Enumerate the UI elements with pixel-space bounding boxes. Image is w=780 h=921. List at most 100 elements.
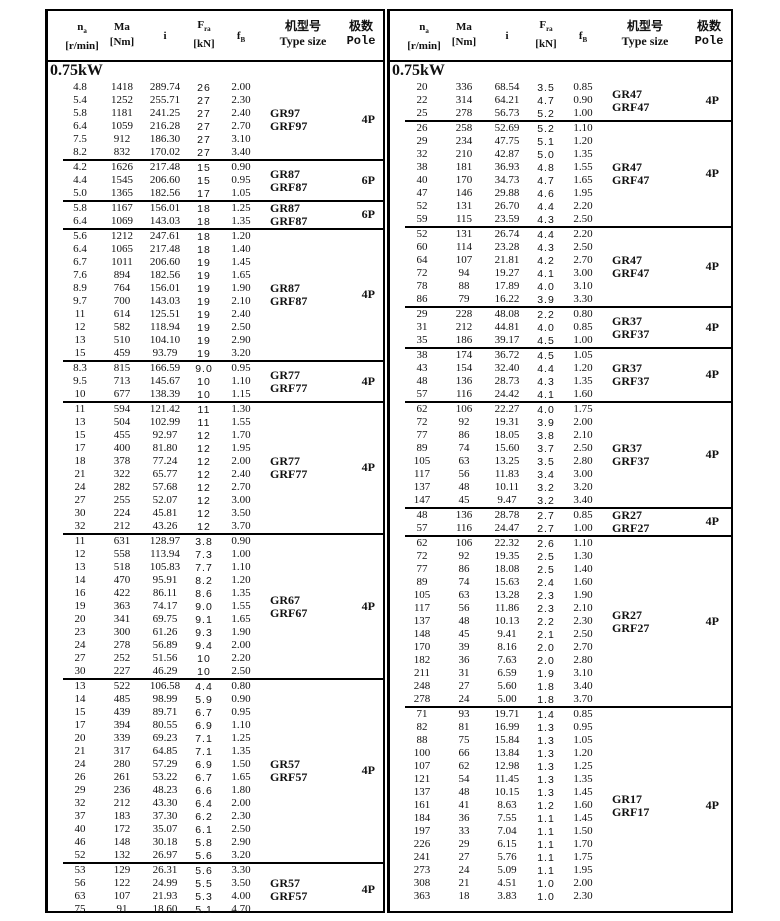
cell-ratio: 64.85 <box>152 745 178 757</box>
cell-ma: 278 <box>113 639 131 651</box>
cell-ma: 136 <box>455 375 473 387</box>
table-row: 117 56 11.86 2.3 2.10 <box>405 602 731 615</box>
table-row: 57 116 24.42 4.1 1.60 <box>405 388 731 401</box>
cell-ratio: 68.54 <box>494 81 520 93</box>
cell-ma: 18 <box>458 890 470 902</box>
cell-ratio: 216.28 <box>149 120 181 132</box>
cell-fb: 2.00 <box>573 416 593 428</box>
header-na: na [r/min] <box>57 20 107 54</box>
cell-ma: 455 <box>113 429 131 441</box>
cell-fb: 1.90 <box>231 626 251 638</box>
table-row: 86 79 16.22 3.9 3.30 <box>405 293 731 306</box>
cell-na: 20 <box>416 81 428 93</box>
table-row: 35 186 39.17 4.5 1.00 <box>405 334 731 347</box>
table-row: 72 94 19.27 4.1 3.00 <box>405 267 731 280</box>
table-row: 29 236 48.23 6.6 1.80 <box>63 784 383 797</box>
cell-fra: 11 <box>197 404 211 416</box>
type-size-label: GR17 <box>612 791 642 806</box>
type-size: GR47 GRF47 <box>612 254 649 280</box>
cell-ratio: 170.02 <box>149 146 181 158</box>
cell-fra: 6.7 <box>195 772 213 784</box>
cell-na: 77 <box>416 563 428 575</box>
cell-fra: 6.7 <box>195 707 213 719</box>
cell-na: 6.4 <box>73 120 87 132</box>
cell-fb: 1.10 <box>231 375 251 387</box>
table-row: 30 224 45.81 12 3.50 <box>63 507 383 520</box>
gearbox-group: 4.2 1626 217.48 15 0.90 4.4 1545 206.60 15 0.95 5.… <box>63 159 383 200</box>
cell-ratio: 46.29 <box>152 665 178 677</box>
cell-fra: 3.5 <box>537 456 555 468</box>
table-row: 57 116 24.47 2.7 1.00 <box>405 522 731 535</box>
header-ma-unit: [Nm] <box>451 36 477 48</box>
cell-fb: 2.50 <box>231 823 251 835</box>
cell-ratio: 26.31 <box>152 864 178 876</box>
cell-fra: 17 <box>197 188 211 200</box>
gearbox-group: 29 228 48.08 2.2 0.80 31 212 44.81 4.0 0.85 35 186 3… <box>405 306 731 347</box>
table-row: 148 45 9.41 2.1 2.50 <box>405 628 731 641</box>
cell-fra: 4.5 <box>537 335 555 347</box>
cell-ratio: 81.80 <box>152 442 178 454</box>
cell-ratio: 4.51 <box>497 877 517 889</box>
cell-fra: 4.7 <box>537 95 555 107</box>
table-row: 30 227 46.29 10 2.50 <box>63 665 383 678</box>
cell-fra: 4.4 <box>195 681 213 693</box>
table-row: 52 131 26.70 4.4 2.20 <box>405 200 731 213</box>
cell-fra: 4.6 <box>537 188 555 200</box>
cell-ratio: 121.42 <box>149 403 181 415</box>
cell-fra: 1.1 <box>537 852 555 864</box>
type-size-label: GR57 <box>270 757 300 771</box>
table-row: 137 48 10.11 3.2 3.20 <box>405 481 731 494</box>
cell-ma: 1059 <box>111 120 133 132</box>
cell-na: 16 <box>74 587 86 599</box>
cell-fb: 3.70 <box>573 693 593 705</box>
header-fb-label: f <box>578 30 583 42</box>
type-size-label: GR87 <box>270 166 300 181</box>
cell-fb: 1.80 <box>231 784 251 796</box>
cell-fb: 2.50 <box>573 442 593 454</box>
cell-ratio: 30.18 <box>152 836 178 848</box>
table-row: 182 36 7.63 2.0 2.80 <box>405 654 731 667</box>
cell-fb: 1.45 <box>573 812 593 824</box>
table-row: 226 29 6.15 1.1 1.70 <box>405 838 731 851</box>
cell-na: 18 <box>74 455 86 467</box>
cell-fra: 2.6 <box>537 538 555 550</box>
cell-fra: 4.4 <box>537 363 555 375</box>
cell-fra: 12 <box>197 456 211 468</box>
cell-ratio: 89.71 <box>152 706 178 718</box>
table-row: 9.7 700 143.03 19 2.10 <box>63 295 383 308</box>
cell-ma: 558 <box>113 548 131 560</box>
cell-fra: 11 <box>197 417 211 429</box>
cell-fra: 5.6 <box>195 850 213 862</box>
cell-fb: 1.55 <box>231 416 251 428</box>
pole-count: 4P <box>361 373 375 388</box>
table-row: 24 282 57.68 12 2.70 <box>63 481 383 494</box>
cell-fb: 0.95 <box>231 174 251 186</box>
cell-fb: 1.20 <box>573 747 593 759</box>
cell-na: 107 <box>413 760 431 772</box>
cell-na: 25 <box>416 107 428 119</box>
cell-fra: 4.3 <box>537 376 555 388</box>
cell-ma: 39 <box>458 641 470 653</box>
cell-na: 89 <box>416 442 428 454</box>
cell-ma: 174 <box>455 349 473 361</box>
cell-ma: 504 <box>113 416 131 428</box>
table-row: 11 594 121.42 11 1.30 <box>63 403 383 416</box>
header-type-cn: 机型号 <box>284 19 321 33</box>
cell-ratio: 166.59 <box>149 362 181 374</box>
table-row: 38 181 36.93 4.8 1.55 <box>405 161 731 174</box>
table-row: 13 510 104.10 19 2.90 <box>63 334 383 347</box>
table-row: 77 86 18.08 2.5 1.40 <box>405 563 731 576</box>
cell-ma: 228 <box>455 308 473 320</box>
cell-ratio: 247.61 <box>149 230 181 242</box>
table-row: 21 322 65.77 12 2.40 <box>63 468 383 481</box>
cell-ratio: 186.30 <box>149 133 181 145</box>
cell-ratio: 18.60 <box>152 903 178 915</box>
cell-na: 71 <box>416 708 428 720</box>
cell-fb: 1.70 <box>231 429 251 441</box>
cell-fb: 1.10 <box>573 537 593 549</box>
cell-ratio: 17.89 <box>494 280 520 292</box>
cell-ma: 132 <box>113 849 131 861</box>
cell-na: 226 <box>413 838 431 850</box>
cell-fra: 4.0 <box>537 322 555 334</box>
cell-ma: 136 <box>455 509 473 521</box>
